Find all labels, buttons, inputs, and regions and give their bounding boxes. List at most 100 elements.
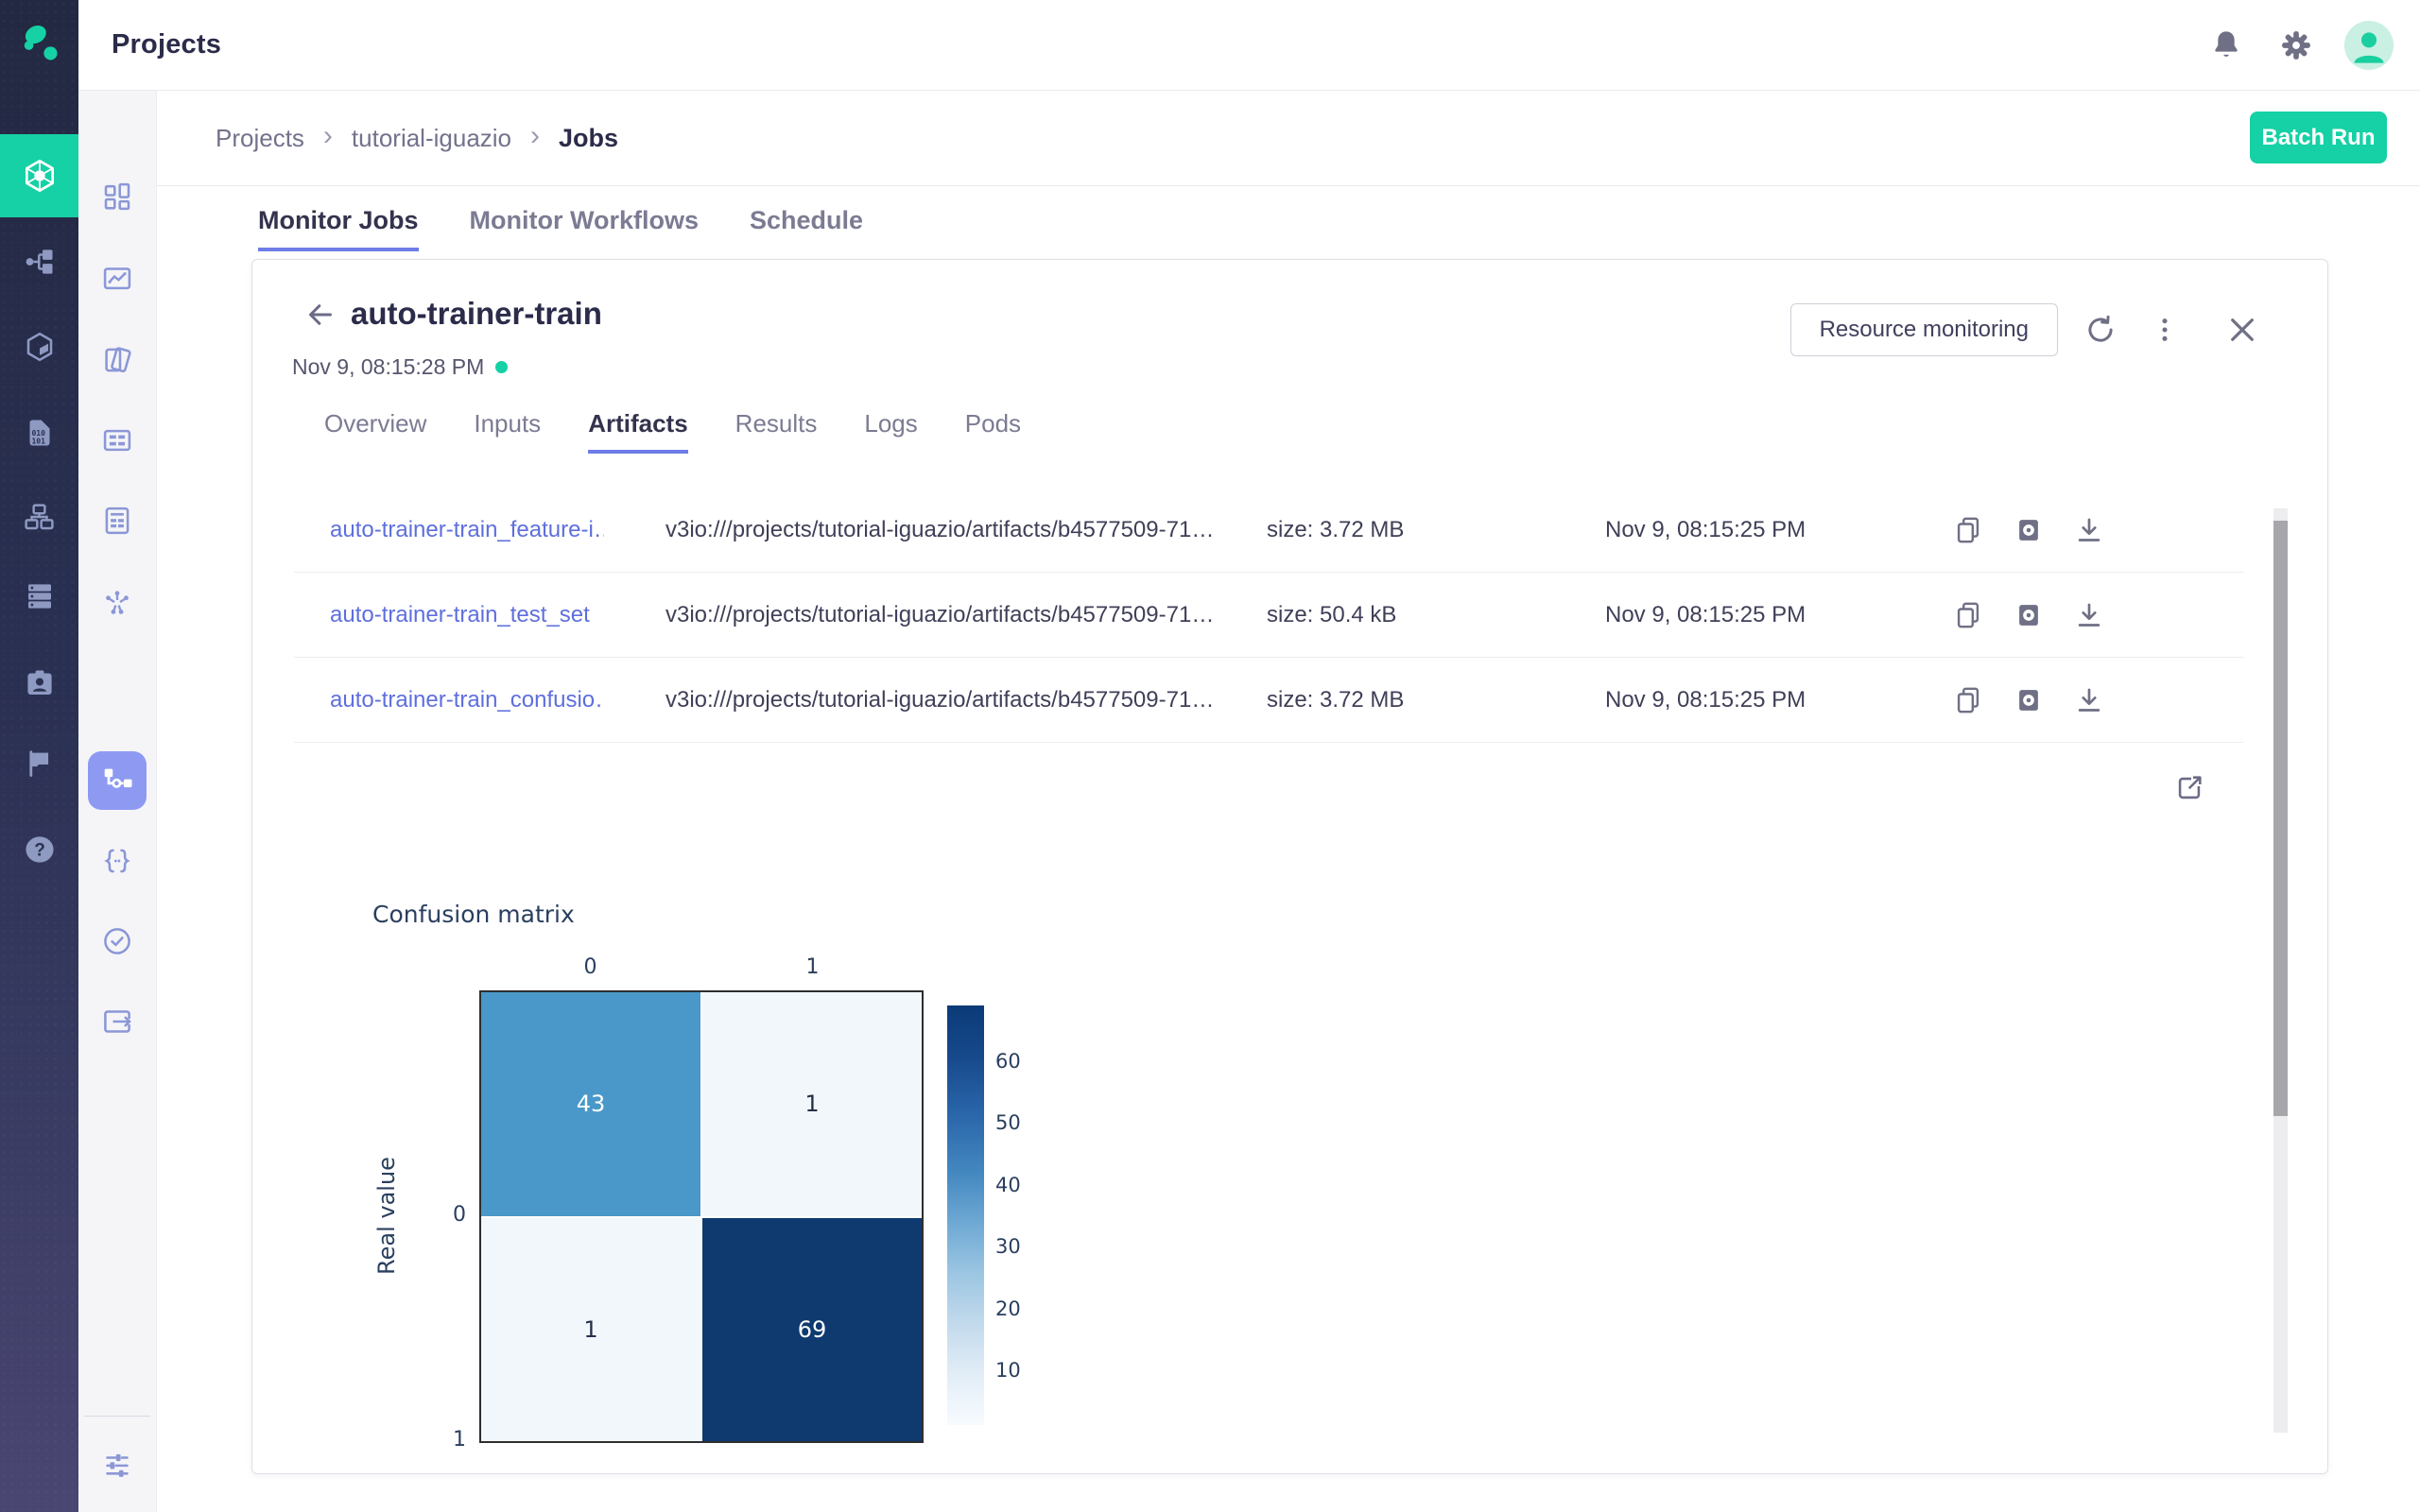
artifact-updated: Nov 9, 08:15:25 PM [1605, 686, 1806, 713]
copy-button[interactable] [1946, 508, 1990, 552]
table-row: auto-trainer-train_feature-i… v3io:///pr… [294, 488, 2243, 573]
iguazio-logo[interactable] [15, 19, 64, 68]
download-icon [2078, 603, 2100, 627]
preview-icon [2019, 519, 2038, 541]
colorbar-tick-50: 50 [995, 1111, 1021, 1134]
chevron-right-icon: › [322, 120, 333, 151]
copy-button[interactable] [1946, 679, 1990, 722]
artifact-actions [1946, 573, 2111, 657]
tab-logs[interactable]: Logs [864, 409, 918, 438]
sidebar-item-export-arrow[interactable] [88, 992, 147, 1051]
heatmap-cell-1-1: 69 [702, 1217, 922, 1441]
artifact-size: size: 3.72 MB [1267, 516, 1405, 542]
user-avatar[interactable] [2344, 21, 2394, 70]
artifact-path: v3io:///projects/tutorial-iguazio/artifa… [666, 516, 1215, 542]
sidebar-item-projects[interactable] [0, 134, 78, 217]
chevron-right-icon: › [530, 120, 541, 151]
primary-sidebar: 010 101 [0, 0, 78, 1512]
detail-tabs: Overview Inputs Artifacts Results Logs P… [324, 409, 1021, 454]
artifact-size: size: 50.4 kB [1267, 601, 1397, 627]
tab-artifacts[interactable]: Artifacts [588, 409, 688, 454]
refresh-icon [2088, 315, 2113, 342]
sidebar-item-clock-check[interactable] [88, 912, 147, 971]
sidebar-item-cluster[interactable] [0, 489, 78, 547]
sidebar-item-dashboard-grid[interactable] [88, 167, 147, 226]
tab-overview[interactable]: Overview [324, 409, 427, 438]
scrollbar-thumb[interactable] [2273, 521, 2288, 1116]
breadcrumb-current: Jobs [559, 123, 619, 152]
cluster-icon [25, 503, 54, 529]
close-icon [2231, 318, 2254, 341]
table-row: auto-trainer-train_confusio… v3io:///pro… [294, 658, 2243, 743]
tab-pods[interactable]: Pods [964, 409, 1022, 438]
sidebar-item-code-braces[interactable] [88, 832, 147, 890]
tab-monitor-jobs[interactable]: Monitor Jobs [258, 206, 419, 251]
sliders-icon [106, 1453, 129, 1477]
sidebar-item-project-settings[interactable] [88, 1435, 147, 1494]
breadcrumb-bar: Projects › tutorial-iguazio › Jobs Batch… [157, 91, 2420, 186]
colorbar-tick-30: 30 [995, 1235, 1021, 1258]
kebab-menu-icon [2162, 318, 2168, 341]
tab-schedule[interactable]: Schedule [750, 206, 864, 234]
sidebar-item-pipelines[interactable] [0, 232, 78, 291]
svg-text:?: ? [34, 841, 45, 861]
sidebar-item-containers[interactable] [0, 318, 78, 376]
sidebar-item-data[interactable]: 010 101 [0, 404, 78, 462]
artifact-actions [1946, 658, 2111, 742]
artifact-path: v3io:///projects/tutorial-iguazio/artifa… [666, 686, 1215, 713]
resource-monitoring-button[interactable]: Resource monitoring [1789, 303, 2058, 356]
breadcrumb-projects[interactable]: Projects [216, 123, 304, 152]
svg-text:010: 010 [31, 428, 45, 438]
heatmap-cell-0-1: 1 [702, 992, 922, 1216]
copy-button[interactable] [1946, 593, 1990, 637]
settings-button[interactable] [2274, 24, 2318, 67]
status-dot [495, 361, 509, 373]
sidebar-item-help[interactable]: ? [0, 820, 78, 879]
code-braces-icon [104, 849, 130, 873]
colorbar-tick-60: 60 [995, 1050, 1021, 1073]
more-actions-button[interactable] [2143, 308, 2187, 352]
artifact-name-link[interactable]: auto-trainer-train_confusio… [330, 686, 604, 713]
binary-file-icon: 010 101 [29, 420, 49, 446]
artifact-updated: Nov 9, 08:15:25 PM [1605, 516, 1806, 542]
sidebar-item-table[interactable] [88, 411, 147, 470]
sidebar-item-monitoring[interactable] [88, 249, 147, 308]
sidebar-item-storage[interactable] [0, 567, 78, 626]
artifact-name-link[interactable]: auto-trainer-train_feature-i… [330, 516, 604, 542]
monitor-chart-icon [103, 267, 131, 290]
artifact-name-link[interactable]: auto-trainer-train_test_set [330, 601, 590, 627]
refresh-button[interactable] [2079, 308, 2122, 352]
preview-icon [2019, 604, 2038, 626]
sidebar-item-asterisk-nodes[interactable] [88, 574, 147, 632]
table-row: auto-trainer-train_test_set v3io:///proj… [294, 573, 2243, 658]
sidebar-item-alerts[interactable] [0, 734, 78, 793]
sidebar-item-document-grid[interactable] [88, 491, 147, 550]
breadcrumb-project-name[interactable]: tutorial-iguazio [351, 123, 512, 152]
sidebar-item-users[interactable] [0, 654, 78, 713]
close-panel-button[interactable] [2221, 308, 2264, 352]
y-tick-1: 1 [453, 1428, 466, 1452]
download-button[interactable] [2067, 508, 2111, 552]
notifications-button[interactable] [2204, 24, 2248, 67]
tab-monitor-workflows[interactable]: Monitor Workflows [469, 206, 700, 234]
download-button[interactable] [2067, 679, 2111, 722]
open-in-new-window-button[interactable] [2168, 766, 2211, 810]
sidebar-item-jobs[interactable] [88, 751, 147, 810]
preview-button[interactable] [2007, 679, 2050, 722]
colorbar [947, 1005, 984, 1425]
help-icon: ? [25, 836, 54, 863]
download-icon [2078, 688, 2100, 712]
flow-tree-icon [26, 249, 52, 274]
download-button[interactable] [2067, 593, 2111, 637]
tab-inputs[interactable]: Inputs [474, 409, 542, 438]
tab-results[interactable]: Results [735, 409, 818, 438]
artifacts-table: auto-trainer-train_feature-i… v3io:///pr… [294, 488, 2243, 743]
back-button[interactable] [298, 292, 343, 337]
sidebar-item-layered-cards[interactable] [88, 331, 147, 389]
scrollbar-track[interactable] [2273, 508, 2288, 1433]
preview-button[interactable] [2007, 593, 2050, 637]
clock-check-icon [104, 928, 130, 954]
batch-run-button[interactable]: Batch Run [2250, 112, 2387, 163]
preview-button[interactable] [2007, 508, 2050, 552]
